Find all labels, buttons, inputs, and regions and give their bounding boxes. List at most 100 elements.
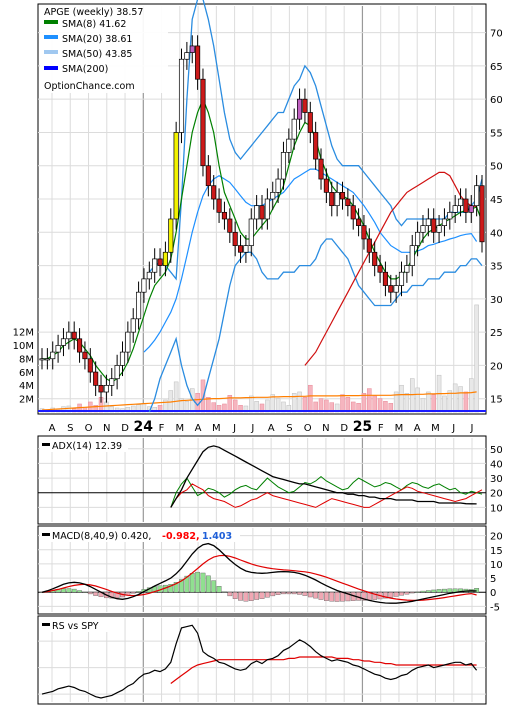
macd-histogram-bar xyxy=(189,573,195,593)
volume-bar xyxy=(404,393,410,413)
macd-legend-swatch xyxy=(42,533,50,536)
macd-histogram-bar xyxy=(130,592,136,594)
candle-body xyxy=(415,231,421,246)
x-tick-label: M xyxy=(395,423,404,434)
candle-body xyxy=(398,271,405,286)
candle-body xyxy=(55,345,61,353)
macd-line xyxy=(41,542,477,604)
adx-line xyxy=(170,445,477,508)
indicator-layer xyxy=(39,445,483,699)
volume-bar xyxy=(469,378,474,413)
macd-histogram-bar xyxy=(286,592,292,595)
macd-histogram-bar xyxy=(173,582,179,593)
candle-body xyxy=(211,185,217,200)
macd-label: MACD(8,40,9) 0.420, xyxy=(52,531,151,542)
candle-body xyxy=(205,165,211,187)
candle-body xyxy=(457,198,464,207)
volume-bar xyxy=(367,388,372,413)
x-tick-label: F xyxy=(378,423,384,434)
rs-legend-background xyxy=(40,618,110,632)
macd-histogram-bar xyxy=(302,592,308,596)
x-tick-label: N xyxy=(322,423,329,434)
macd-histogram-bar xyxy=(431,589,437,593)
adx-y-tick: 40 xyxy=(490,459,503,470)
x-tick-label: D xyxy=(121,423,129,434)
x-tick-label: A xyxy=(414,423,421,434)
adx-y-tick: 20 xyxy=(490,489,503,500)
volume-bar xyxy=(442,395,447,413)
candle-body xyxy=(93,371,99,386)
candle-body xyxy=(216,198,222,213)
candle-body xyxy=(189,45,195,53)
candle-body xyxy=(254,205,260,220)
x-tick-label: M xyxy=(212,423,221,434)
candle-body xyxy=(237,245,244,253)
candle-body xyxy=(425,218,431,226)
macd-histogram-bar xyxy=(264,592,270,598)
grid-layer xyxy=(38,6,486,702)
candle-body xyxy=(195,45,201,80)
macd-histogram-bar xyxy=(227,592,233,597)
macd-signal-line xyxy=(41,554,477,601)
macd-histogram-bar xyxy=(82,592,88,594)
adx-legend-swatch xyxy=(42,443,50,446)
candle-body xyxy=(479,185,485,243)
candle-body xyxy=(275,178,281,193)
macd-y-tick: 15 xyxy=(490,546,503,557)
candle-body xyxy=(366,238,372,253)
volume-bar xyxy=(431,394,436,413)
candle-body xyxy=(356,218,362,226)
candle-body xyxy=(248,218,254,246)
macd-y-tick: -5 xyxy=(490,602,500,613)
macd-histogram-bar xyxy=(179,579,184,593)
price-y-tick: 15 xyxy=(490,395,503,406)
price-y-tick: 70 xyxy=(490,29,503,40)
candle-body xyxy=(409,245,415,266)
macd-histogram-bar xyxy=(200,572,206,593)
x-tick-label: M xyxy=(176,423,185,434)
macd-histogram-bar xyxy=(415,591,421,593)
macd-y-tick: 20 xyxy=(490,532,503,543)
candle-body xyxy=(318,158,324,180)
adx-y-tick: 30 xyxy=(490,474,503,485)
candle-body xyxy=(264,198,270,220)
volume-bar xyxy=(409,378,415,413)
macd-histogram-bar xyxy=(205,575,211,593)
price-y-tick: 45 xyxy=(490,195,503,206)
candle-body xyxy=(114,365,120,380)
x-tick-label: F xyxy=(159,423,165,434)
candle-body xyxy=(270,192,276,200)
volume-bar xyxy=(377,398,383,413)
macd-histogram-bar xyxy=(474,588,480,593)
macd-histogram-bar xyxy=(211,580,217,593)
macd-histogram-bar xyxy=(425,590,431,593)
candle-body xyxy=(339,192,346,200)
candle-body xyxy=(297,98,303,120)
price-y-tick: 20 xyxy=(490,361,503,372)
macd-histogram-bar xyxy=(291,592,297,595)
candle-body xyxy=(329,192,335,207)
candle-body xyxy=(280,152,287,180)
volume-bar xyxy=(361,393,367,413)
minus-di-line xyxy=(170,483,483,508)
macd-histogram-bar xyxy=(281,592,286,595)
chart-title: APGE (weekly) 38.57 xyxy=(44,7,143,18)
x-tick-label: O xyxy=(304,423,312,434)
candle-body xyxy=(157,258,163,266)
macd-histogram-bar xyxy=(318,592,324,600)
x-tick-label: J xyxy=(250,423,254,434)
macd-histogram-bar xyxy=(399,592,404,596)
volume-bar xyxy=(275,398,281,413)
macd-histogram-bar xyxy=(383,592,388,599)
candle-body xyxy=(431,218,437,233)
legend-label-sma8: SMA(8) 41.62 xyxy=(62,19,126,30)
macd-histogram-bar xyxy=(436,589,442,593)
volume-bar xyxy=(308,384,313,413)
adx-legend: ADX(14) 12.39 xyxy=(40,438,128,452)
volume-y-tick: 4M xyxy=(19,381,34,392)
volume-bar xyxy=(399,384,404,413)
candle-body xyxy=(441,218,447,226)
macd-histogram-bar xyxy=(345,592,351,602)
macd-histogram-bar xyxy=(388,592,394,598)
